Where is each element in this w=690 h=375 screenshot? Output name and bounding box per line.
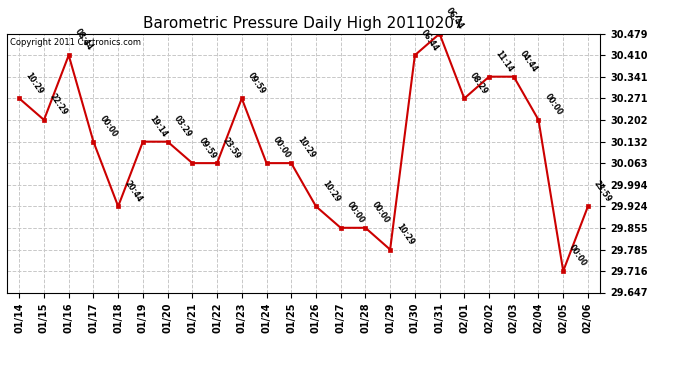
Text: 20:44: 20:44 [122,178,144,204]
Text: 23:59: 23:59 [221,135,242,160]
Text: 06:44: 06:44 [419,27,440,53]
Text: 10:29: 10:29 [320,178,342,204]
Text: 04:44: 04:44 [518,49,539,74]
Text: 19:14: 19:14 [147,114,168,139]
Text: 10:29: 10:29 [394,222,415,247]
Text: 00:00: 00:00 [567,243,589,268]
Text: 10:29: 10:29 [295,135,317,160]
Text: 09:59: 09:59 [197,135,217,160]
Text: 10:29: 10:29 [23,71,45,96]
Text: 00:00: 00:00 [345,200,366,225]
Text: 00:00: 00:00 [370,200,391,225]
Title: Barometric Pressure Daily High 20110207: Barometric Pressure Daily High 20110207 [144,16,464,31]
Text: 09:59: 09:59 [246,71,267,96]
Text: 00:00: 00:00 [270,135,292,160]
Text: 08:44: 08:44 [73,27,94,53]
Text: 08:29: 08:29 [469,70,490,96]
Text: 03:29: 03:29 [172,114,193,139]
Text: 22:29: 22:29 [48,92,70,117]
Text: 06:44: 06:44 [444,6,465,31]
Text: Copyright 2011 Cartronics.com: Copyright 2011 Cartronics.com [10,38,141,46]
Text: 23:59: 23:59 [592,179,613,204]
Text: 11:14: 11:14 [493,49,515,74]
Text: 00:00: 00:00 [542,92,564,117]
Text: 00:00: 00:00 [97,114,119,139]
